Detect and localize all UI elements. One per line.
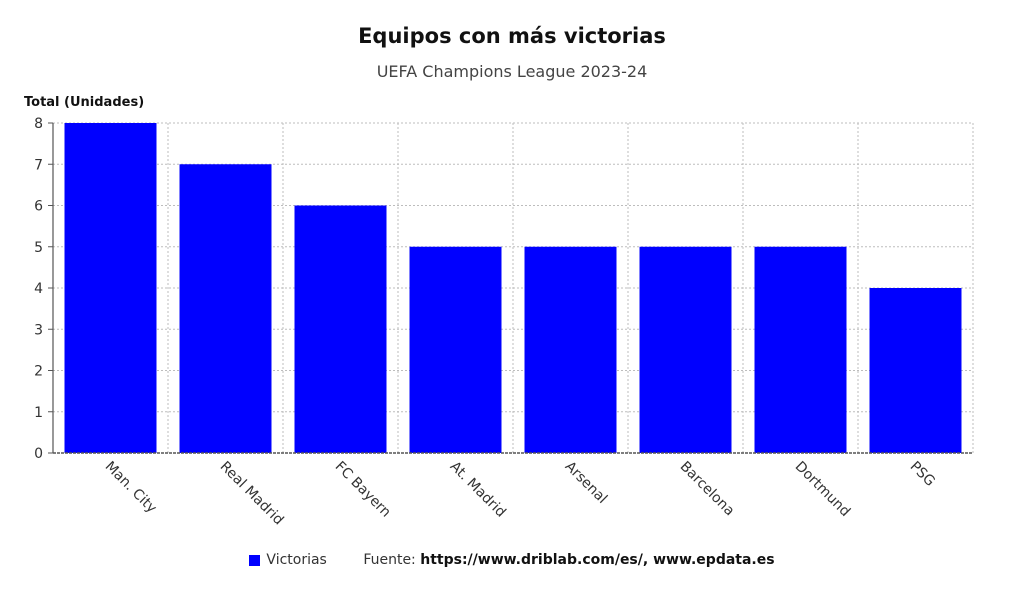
bar — [524, 246, 617, 453]
legend-item-victorias[interactable]: Victorias — [249, 552, 327, 568]
x-tick-label: Real Madrid — [217, 459, 287, 529]
source-note: Fuente: https://www.driblab.com/es/, www… — [363, 552, 774, 568]
legend-swatch — [249, 554, 261, 566]
y-tick-label: 8 — [34, 116, 43, 132]
source-value: https://www.driblab.com/es/, www.epdata.… — [420, 552, 775, 568]
x-tick-label: Barcelona — [677, 459, 738, 520]
x-tick-label: PSG — [907, 459, 938, 490]
y-tick-label: 4 — [34, 281, 43, 297]
x-tick-label: At. Madrid — [447, 459, 509, 521]
y-tick-label: 2 — [34, 364, 43, 380]
y-tick-label: 0 — [34, 446, 43, 462]
y-tick-label: 6 — [34, 199, 43, 215]
x-tick-label: Arsenal — [562, 459, 611, 508]
bar — [179, 164, 272, 453]
chart-title: Equipos con más victorias — [358, 24, 666, 48]
bar — [64, 123, 157, 453]
y-tick-label: 1 — [34, 405, 43, 421]
y-tick-label: 3 — [34, 322, 43, 338]
legend: Victorias Fuente: https://www.driblab.co… — [0, 552, 1024, 568]
bar — [869, 288, 962, 453]
y-tick-label: 5 — [34, 240, 43, 256]
bar — [754, 246, 847, 453]
source-label: Fuente: — [363, 552, 416, 568]
y-axis-label: Total (Unidades) — [24, 95, 145, 110]
chart-subtitle: UEFA Champions League 2023-24 — [376, 62, 648, 81]
y-tick-label: 7 — [34, 157, 43, 173]
x-tick-label: Dortmund — [792, 459, 853, 520]
bar — [409, 246, 502, 453]
bar — [294, 205, 387, 453]
bar — [639, 246, 732, 453]
legend-label: Victorias — [266, 552, 327, 568]
x-tick-label: Man. City — [102, 459, 160, 517]
x-tick-label: FC Bayern — [332, 459, 394, 521]
